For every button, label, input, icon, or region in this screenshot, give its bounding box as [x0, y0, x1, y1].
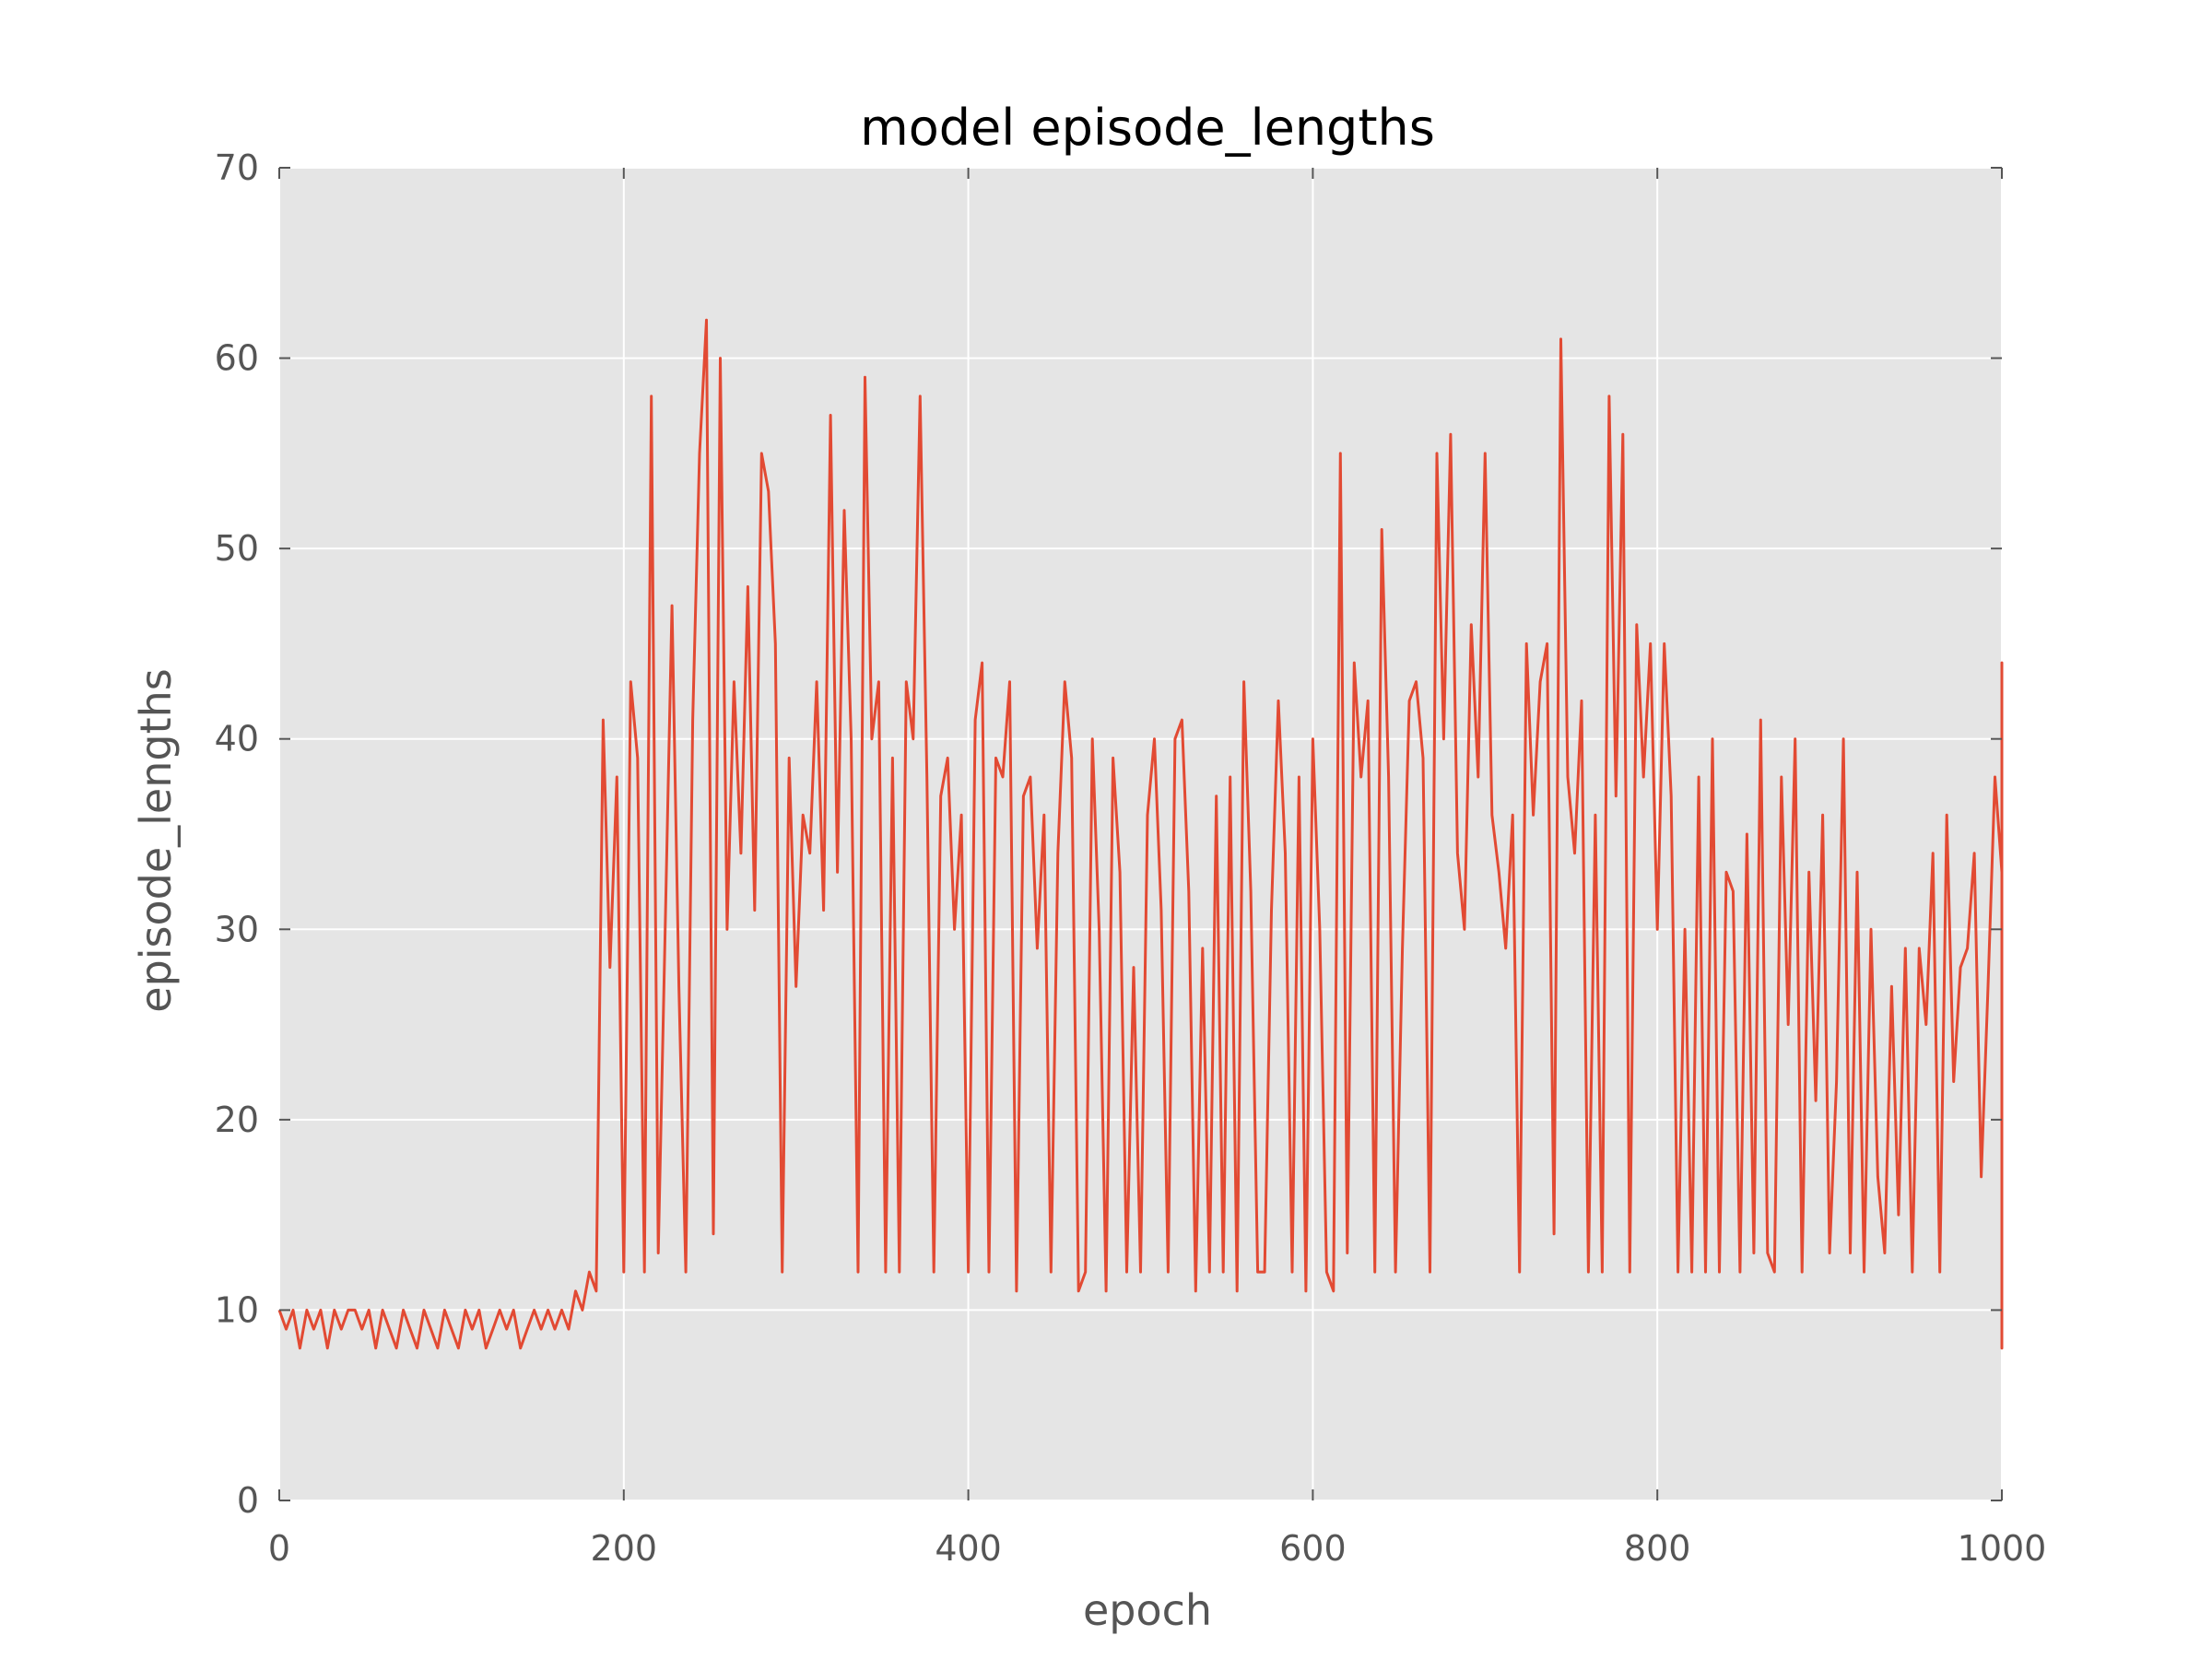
x-tick-label: 800 — [1624, 1528, 1691, 1569]
y-tick-label: 60 — [215, 338, 259, 379]
x-tick-label: 400 — [935, 1528, 1002, 1569]
y-tick-label: 50 — [215, 528, 259, 569]
y-tick-label: 30 — [215, 909, 259, 949]
x-tick-label: 200 — [591, 1528, 658, 1569]
y-tick-label: 0 — [237, 1480, 259, 1521]
y-tick-label: 10 — [215, 1289, 259, 1330]
y-tick-label: 40 — [215, 719, 259, 759]
chart-title: model episode_lengths — [860, 99, 1435, 157]
x-tick-label: 0 — [268, 1528, 290, 1569]
tick-labels: 0 200 400 600 800 1000 0 10 20 30 40 50 60 70 — [215, 147, 2047, 1569]
y-tick-label: 70 — [215, 147, 259, 188]
y-axis-label: episode_lengths — [131, 668, 181, 1012]
x-axis-label: epoch — [1083, 1585, 1212, 1635]
x-tick-label: 600 — [1279, 1528, 1347, 1569]
y-tick-label: 20 — [215, 1100, 259, 1140]
plot-area — [279, 168, 2002, 1500]
series-line — [277, 318, 2004, 1350]
x-tick-label: 1000 — [1958, 1528, 2047, 1569]
axis-ticks — [278, 167, 2003, 1501]
